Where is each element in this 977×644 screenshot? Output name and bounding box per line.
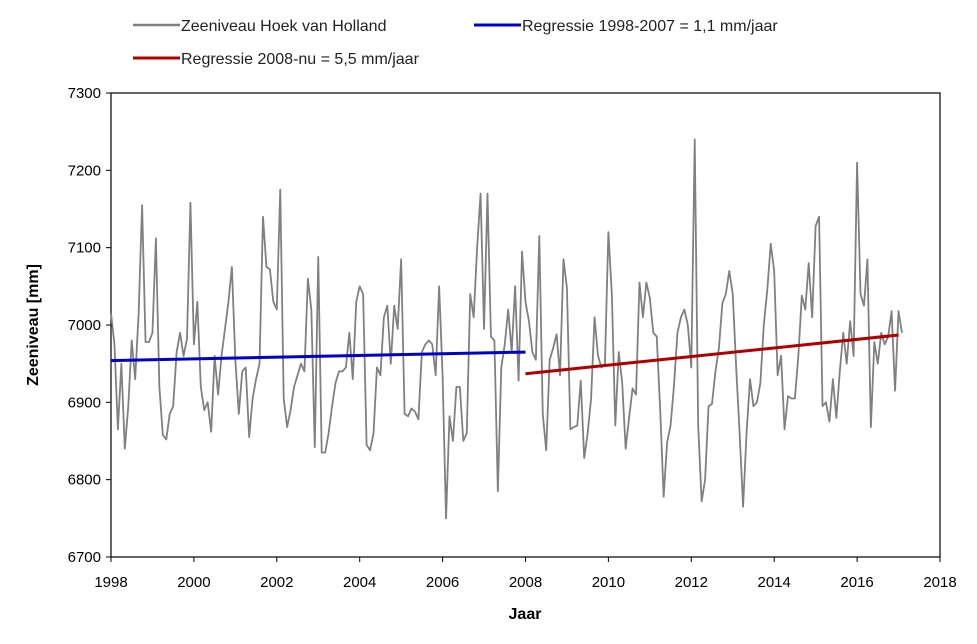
x-tick-label: 2002	[260, 574, 293, 591]
series-regressie-2008-nu-line	[525, 333, 899, 376]
x-tick-label: 2012	[675, 574, 708, 591]
x-tick-label: 2014	[758, 574, 791, 591]
y-axis-ticks: 6700 6800 6900 7000 7100 7200 7300	[68, 85, 111, 566]
x-tick-label: 2016	[840, 574, 873, 591]
series-regressie-1998-2007-line	[110, 350, 526, 363]
x-tick-label: 2000	[177, 574, 210, 591]
y-tick-label: 6800	[68, 472, 101, 489]
series-zeeniveau-line	[110, 138, 903, 520]
y-axis-title: Zeeniveau [mm]	[25, 264, 42, 386]
y-tick-label: 7000	[68, 317, 101, 334]
plot-area	[110, 92, 941, 558]
x-tick-label: 2004	[343, 574, 376, 591]
x-tick-label: 1998	[94, 574, 127, 591]
y-tick-label: 7200	[68, 162, 101, 179]
x-tick-label: 2008	[509, 574, 542, 591]
y-tick-label: 6700	[68, 549, 101, 566]
series-layer	[110, 138, 903, 520]
legend-label-regressie-1998-2007: Regressie 1998-2007 = 1,1 mm/jaar	[522, 18, 778, 35]
x-axis-title: Jaar	[509, 606, 542, 623]
y-tick-label: 7300	[68, 85, 101, 102]
legend: Zeeniveau Hoek van Holland Regressie 199…	[133, 18, 778, 68]
x-axis-ticks: 1998 2000 2002 2004 2006 2008 2010 2012 2014 2016…	[94, 557, 957, 591]
y-tick-label: 7100	[68, 240, 101, 257]
legend-label-zeeniveau: Zeeniveau Hoek van Holland	[181, 18, 386, 35]
x-tick-label: 2010	[592, 574, 625, 591]
x-tick-label: 2006	[426, 574, 459, 591]
legend-label-regressie-2008-nu: Regressie 2008-nu = 5,5 mm/jaar	[181, 51, 420, 68]
x-tick-label: 2018	[923, 574, 956, 591]
y-tick-label: 6900	[68, 394, 101, 411]
